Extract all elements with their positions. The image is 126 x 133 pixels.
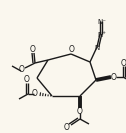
Text: O: O (69, 45, 75, 55)
Text: O: O (30, 45, 36, 55)
Text: O: O (111, 72, 117, 82)
Text: N⁻: N⁻ (97, 19, 106, 25)
Text: O: O (24, 76, 30, 84)
Text: O: O (19, 65, 25, 74)
Text: N⁺: N⁺ (97, 32, 106, 38)
Text: N: N (94, 45, 99, 51)
Text: O: O (64, 122, 70, 132)
Text: O: O (77, 107, 83, 115)
Text: O: O (121, 59, 126, 68)
Text: O: O (32, 90, 38, 99)
